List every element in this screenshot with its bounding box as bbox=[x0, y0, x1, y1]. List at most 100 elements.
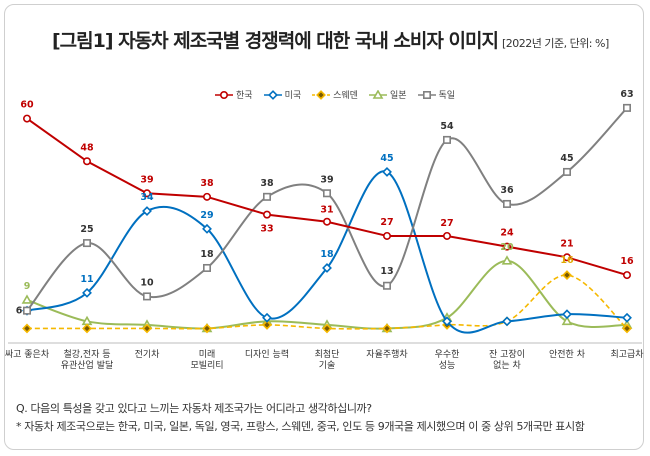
data-point-스웨덴 bbox=[202, 323, 212, 334]
data-label-미국: 34 bbox=[140, 192, 154, 203]
data-point-독일 bbox=[382, 281, 391, 290]
data-label-독일: 6 bbox=[16, 306, 23, 317]
legend-swatch-icon bbox=[263, 89, 282, 100]
data-point-스웨덴 bbox=[82, 323, 92, 334]
data-point-일본 bbox=[501, 255, 513, 265]
legend-marker bbox=[372, 89, 384, 99]
data-point-독일 bbox=[262, 192, 271, 201]
data-point-미국 bbox=[322, 263, 332, 273]
footnote-note: * 자동차 제조국으로는 한국, 미국, 일본, 독일, 영국, 프랑스, 스웨… bbox=[16, 420, 585, 433]
data-point-한국 bbox=[502, 242, 511, 251]
data-label-한국: 31 bbox=[320, 205, 333, 216]
x-tick-label: 자율주행차 bbox=[366, 348, 408, 360]
legend-swatch-icon bbox=[368, 89, 387, 99]
data-label-한국: 24 bbox=[500, 228, 514, 239]
legend-label: 미국 bbox=[284, 91, 302, 101]
data-label-독일: 45 bbox=[560, 153, 573, 164]
data-label-미국: 11 bbox=[80, 274, 93, 285]
data-label-스웨덴: 16 bbox=[560, 255, 574, 266]
title-unit: [2022년 기준, 단위: %] bbox=[501, 37, 609, 50]
data-label-독일: 63 bbox=[620, 89, 633, 100]
data-point-미국 bbox=[142, 206, 152, 216]
data-point-스웨덴 bbox=[622, 323, 632, 334]
legend-item: 한국 bbox=[214, 88, 253, 101]
data-label-독일: 39 bbox=[320, 174, 333, 185]
data-label-일본: 20 bbox=[500, 242, 514, 253]
legend-marker bbox=[316, 89, 327, 100]
legend-swatch-icon bbox=[215, 90, 233, 99]
chart-card bbox=[4, 4, 644, 450]
data-label-미국: 18 bbox=[320, 249, 334, 260]
data-point-스웨덴 bbox=[382, 323, 392, 334]
data-label-독일: 38 bbox=[260, 178, 274, 189]
data-point-한국 bbox=[83, 157, 92, 166]
legend-marker bbox=[422, 90, 431, 99]
data-label-독일: 25 bbox=[80, 224, 93, 235]
x-tick-label: 안전한 차 bbox=[549, 348, 586, 360]
legend-label: 일본 bbox=[389, 91, 407, 101]
data-point-독일 bbox=[442, 135, 451, 144]
legend-item: 일본 bbox=[368, 88, 407, 101]
data-label-일본: 9 bbox=[24, 281, 31, 292]
data-label-한국: 27 bbox=[380, 217, 393, 228]
data-point-독일 bbox=[143, 292, 152, 301]
data-point-한국 bbox=[203, 192, 212, 201]
data-point-미국 bbox=[502, 316, 512, 327]
legend-swatch-icon bbox=[417, 90, 436, 99]
data-point-독일 bbox=[502, 199, 511, 208]
data-label-한국: 33 bbox=[260, 224, 273, 235]
data-label-한국: 48 bbox=[80, 142, 94, 153]
data-label-한국: 27 bbox=[440, 218, 453, 229]
data-point-독일 bbox=[83, 239, 92, 248]
x-tick-label: 잔 고장이 없는 차 bbox=[489, 349, 525, 371]
legend-label: 스웨덴 bbox=[333, 91, 358, 101]
title-main: [그림1] 자동차 제조국별 경쟁력에 대한 국내 소비자 이미지 bbox=[52, 30, 499, 52]
data-point-미국 bbox=[622, 312, 632, 323]
data-point-한국 bbox=[143, 189, 152, 198]
data-point-한국 bbox=[262, 210, 271, 219]
legend-swatch-icon bbox=[312, 89, 331, 100]
data-point-일본 bbox=[561, 315, 573, 326]
data-point-한국 bbox=[562, 253, 571, 262]
data-point-스웨덴 bbox=[322, 323, 332, 334]
data-point-일본 bbox=[21, 294, 33, 304]
data-point-독일 bbox=[562, 167, 571, 176]
series-line-독일 bbox=[26, 107, 628, 312]
data-point-미국 bbox=[262, 312, 272, 323]
x-tick-label: 우수한 성능 bbox=[435, 349, 460, 371]
footnote: Q. 다음의 특성을 갖고 있다고 느끼는 자동차 제조국가는 어디라고 생각하… bbox=[16, 400, 585, 436]
data-point-스웨덴 bbox=[562, 270, 572, 281]
data-point-독일 bbox=[622, 103, 631, 112]
data-label-한국: 60 bbox=[20, 100, 34, 111]
data-point-한국 bbox=[442, 231, 451, 240]
data-label-독일: 10 bbox=[140, 277, 154, 288]
legend-item: 독일 bbox=[417, 88, 456, 101]
x-tick-label: 싸고 좋은차 bbox=[5, 348, 50, 360]
data-point-일본 bbox=[81, 315, 93, 326]
data-point-스웨덴 bbox=[142, 323, 152, 334]
data-label-미국: 29 bbox=[200, 210, 213, 221]
data-point-한국 bbox=[382, 231, 391, 240]
data-point-독일 bbox=[203, 263, 212, 272]
data-point-미국 bbox=[202, 223, 212, 234]
x-tick-label: 최고급차 bbox=[610, 348, 644, 360]
x-tick-label: 미래 모빌리티 bbox=[190, 349, 223, 371]
chart-legend: 한국 미국 스웨덴 일본 독일 bbox=[214, 88, 455, 101]
legend-label: 독일 bbox=[438, 91, 456, 101]
data-label-한국: 16 bbox=[620, 256, 634, 267]
data-label-독일: 36 bbox=[500, 185, 514, 196]
data-label-독일: 18 bbox=[200, 249, 214, 260]
x-tick-label: 철강,전자 등 유관산업 발달 bbox=[61, 349, 114, 371]
legend-marker bbox=[267, 89, 278, 100]
data-point-미국 bbox=[442, 316, 452, 327]
data-point-미국 bbox=[82, 287, 92, 298]
chart-title: [그림1] 자동차 제조국별 경쟁력에 대한 국내 소비자 이미지 [2022년 … bbox=[52, 26, 609, 53]
x-tick-label: 디자인 능력 bbox=[245, 348, 289, 360]
data-label-독일: 54 bbox=[440, 121, 454, 132]
data-point-한국 bbox=[322, 217, 331, 226]
data-label-미국: 45 bbox=[380, 153, 393, 164]
legend-item: 스웨덴 bbox=[311, 88, 358, 101]
x-tick-label: 최첨단 기술 bbox=[315, 349, 340, 371]
x-tick-label: 전기차 bbox=[135, 348, 161, 360]
